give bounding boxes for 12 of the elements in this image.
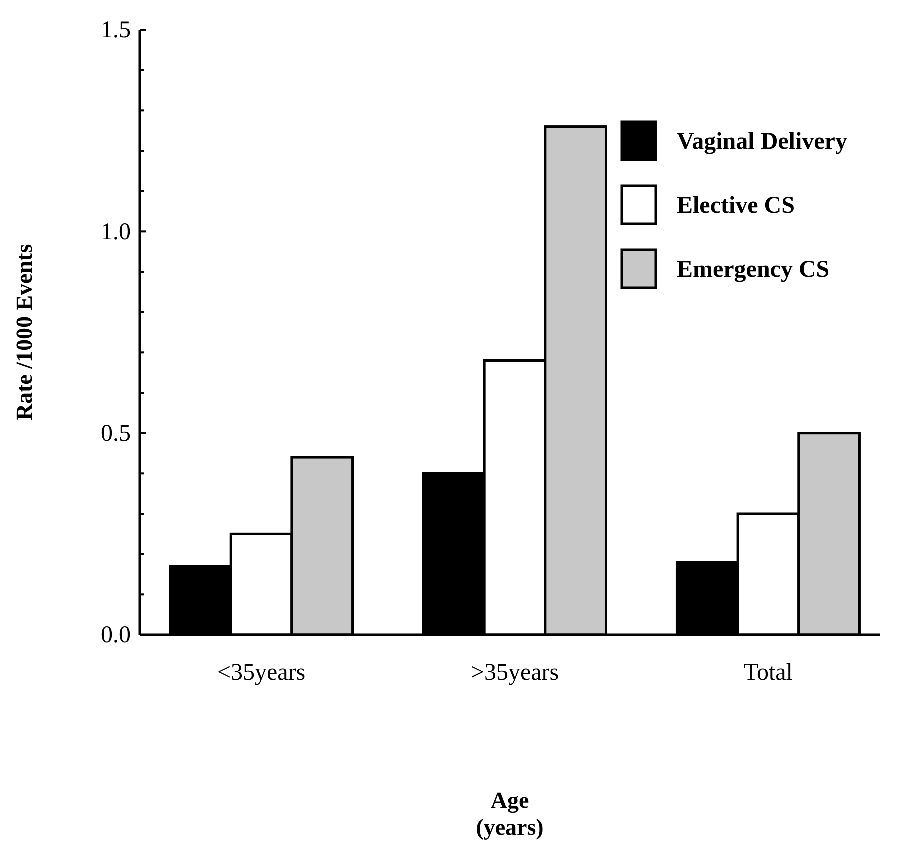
x-tick-label: Total — [744, 660, 794, 686]
legend-label: Vaginal Delivery — [677, 129, 848, 155]
y-tick-label: 0.0 — [101, 622, 131, 649]
y-tick-label: 0.5 — [101, 421, 131, 448]
y-axis-title: Rate /1000 Events — [12, 244, 37, 421]
y-tick-label: 1.0 — [101, 219, 131, 246]
x-tick-label: <35years — [217, 660, 306, 686]
y-tick-label: 1.5 — [101, 18, 131, 44]
legend-label: Elective CS — [677, 193, 795, 219]
legend-label: Emergency CS — [677, 257, 830, 283]
x-axis-title: Age (years) — [476, 788, 544, 840]
x-tick-label: >35years — [470, 660, 560, 686]
